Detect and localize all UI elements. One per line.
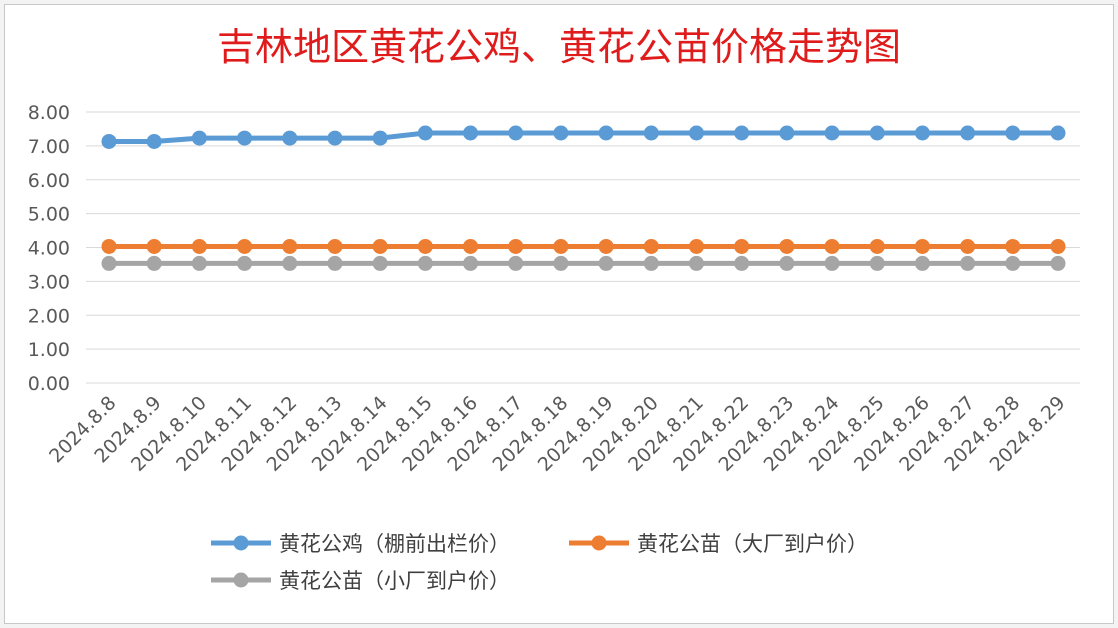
series-3 — [101, 255, 1066, 271]
y-tick-label: 1.00 — [28, 339, 70, 361]
data-point — [191, 238, 207, 254]
data-point — [734, 238, 750, 254]
data-point — [914, 238, 930, 254]
data-point — [688, 255, 704, 271]
data-point — [1005, 125, 1021, 141]
y-tick-label: 0.00 — [28, 373, 70, 395]
data-point — [237, 255, 253, 271]
data-point — [553, 238, 569, 254]
data-point — [372, 130, 388, 146]
gridlines — [86, 111, 1080, 384]
y-tick-label: 6.00 — [28, 170, 70, 192]
series-2 — [101, 238, 1066, 254]
legend-item: 黄花公苗（小厂到户价） — [211, 569, 510, 593]
series-line — [109, 130, 1058, 144]
data-point — [508, 238, 524, 254]
data-point — [327, 238, 343, 254]
series-1 — [101, 125, 1066, 149]
data-point — [508, 255, 524, 271]
data-point — [101, 255, 117, 271]
data-point — [191, 130, 207, 146]
series-lines — [101, 125, 1066, 271]
data-point — [417, 255, 433, 271]
data-point — [824, 238, 840, 254]
y-tick-label: 8.00 — [28, 102, 70, 124]
data-point — [146, 255, 162, 271]
legend: 黄花公鸡（棚前出栏价） 黄花公苗（大厂到户价） 黄花公苗（小厂到户价） — [211, 532, 868, 593]
data-point — [191, 255, 207, 271]
data-point — [327, 255, 343, 271]
data-point — [417, 238, 433, 254]
data-point — [146, 133, 162, 149]
data-point — [463, 238, 479, 254]
data-point — [869, 255, 885, 271]
data-point — [1050, 125, 1066, 141]
data-point — [960, 238, 976, 254]
data-point — [1005, 238, 1021, 254]
x-axis-tick-labels: 2024.8.82024.8.92024.8.102024.8.112024.8… — [45, 392, 1069, 476]
data-point — [282, 130, 298, 146]
data-point — [553, 125, 569, 141]
data-point — [327, 130, 343, 146]
y-axis-tick-labels: 0.00 1.00 2.00 3.00 4.00 5.00 6.00 7.00 8.00 — [28, 102, 70, 395]
data-point — [417, 125, 433, 141]
data-point — [282, 238, 298, 254]
chart-title: 吉林地区黄花公鸡、黄花公苗价格走势图 — [217, 25, 901, 69]
data-point — [372, 238, 388, 254]
legend-item: 黄花公鸡（棚前出栏价） — [211, 532, 510, 556]
data-point — [869, 125, 885, 141]
data-point — [553, 255, 569, 271]
data-point — [643, 255, 659, 271]
data-point — [237, 130, 253, 146]
legend-label: 黄花公苗（大厂到户价） — [637, 532, 868, 556]
data-point — [824, 125, 840, 141]
legend-item: 黄花公苗（大厂到户价） — [569, 532, 868, 556]
data-point — [914, 125, 930, 141]
data-point — [688, 125, 704, 141]
data-point — [463, 255, 479, 271]
chart-frame — [4, 4, 1114, 624]
y-tick-label: 4.00 — [28, 238, 70, 260]
data-point — [598, 255, 614, 271]
data-point — [1050, 255, 1066, 271]
data-point — [824, 255, 840, 271]
data-point — [1005, 255, 1021, 271]
data-point — [146, 238, 162, 254]
legend-swatch-marker — [591, 535, 607, 551]
data-point — [101, 238, 117, 254]
y-tick-label: 2.00 — [28, 305, 70, 327]
data-point — [779, 125, 795, 141]
data-point — [598, 238, 614, 254]
data-point — [1050, 238, 1066, 254]
data-point — [101, 133, 117, 149]
y-tick-label: 3.00 — [28, 271, 70, 293]
data-point — [779, 255, 795, 271]
data-point — [960, 255, 976, 271]
data-point — [869, 238, 885, 254]
legend-swatch-marker — [233, 535, 249, 551]
data-point — [734, 255, 750, 271]
data-point — [688, 238, 704, 254]
data-point — [960, 125, 976, 141]
legend-swatch-marker — [233, 572, 249, 588]
data-point — [372, 255, 388, 271]
data-point — [779, 238, 795, 254]
y-tick-label: 5.00 — [28, 204, 70, 226]
data-point — [463, 125, 479, 141]
data-point — [598, 125, 614, 141]
data-point — [282, 255, 298, 271]
data-point — [643, 125, 659, 141]
legend-label: 黄花公苗（小厂到户价） — [279, 569, 510, 593]
data-point — [734, 125, 750, 141]
data-point — [508, 125, 524, 141]
data-point — [914, 255, 930, 271]
legend-label: 黄花公鸡（棚前出栏价） — [279, 532, 510, 556]
data-point — [643, 238, 659, 254]
data-point — [237, 238, 253, 254]
y-tick-label: 7.00 — [28, 136, 70, 158]
